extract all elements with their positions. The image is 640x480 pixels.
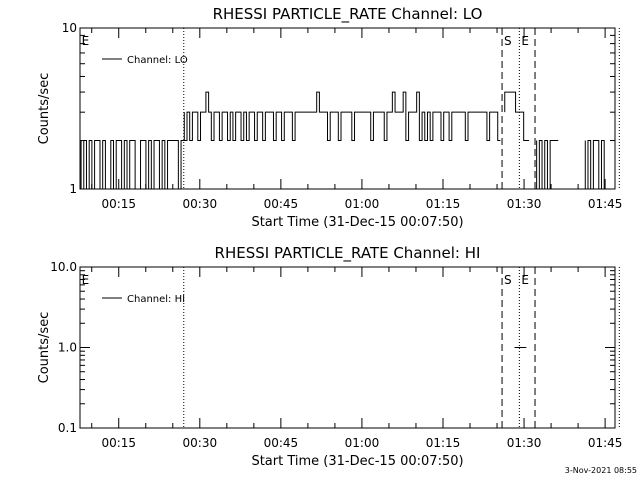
y-tick-label: 10 (62, 21, 77, 35)
marker-label: E (521, 273, 529, 287)
y-axis-label: Counts/sec (37, 73, 52, 145)
legend-label: Channel: LO (127, 55, 188, 66)
y-tick-label: 1 (69, 182, 77, 196)
y-axis-label: Counts/sec (37, 312, 52, 384)
marker-label: E (521, 34, 529, 48)
y-tick-label: 10.0 (50, 260, 77, 274)
x-tick-label: 01:15 (426, 436, 461, 450)
date-stamp: 3-Nov-2021 08:55 (565, 466, 637, 475)
x-tick-label: 01:30 (507, 436, 542, 450)
x-tick-label: 01:30 (507, 197, 542, 211)
marker-label: S (504, 273, 512, 287)
data-series-line (183, 91, 501, 142)
x-tick-label: 00:45 (264, 197, 299, 211)
marker-label: E (82, 273, 90, 287)
marker-label: S (504, 34, 512, 48)
x-tick-label: 00:30 (183, 197, 218, 211)
x-axis-label: Start Time (31-Dec-15 00:07:50) (251, 215, 463, 230)
data-series-line (504, 91, 530, 142)
x-axis-label: Start Time (31-Dec-15 00:07:50) (251, 454, 463, 469)
legend-label: Channel: HI (127, 294, 185, 305)
panel-lo: RHESSI PARTICLE_RATE Channel: LO Start Ti… (37, 5, 622, 230)
x-tick-label: 00:45 (264, 436, 299, 450)
y-tick-label: 0.1 (58, 421, 77, 435)
x-tick-label: 01:45 (588, 197, 623, 211)
x-tick-label: 01:15 (426, 197, 461, 211)
x-tick-label: 00:30 (183, 436, 218, 450)
x-tick-label: 01:00 (345, 436, 380, 450)
x-tick-label: 01:00 (345, 197, 380, 211)
data-series-line (584, 140, 607, 189)
chart-title: RHESSI PARTICLE_RATE Channel: LO (213, 5, 483, 24)
panel-hi: RHESSI PARTICLE_RATE Channel: HI Start Ti… (37, 244, 623, 469)
x-tick-label: 00:15 (101, 436, 136, 450)
plot-frame (79, 27, 616, 190)
y-tick-label: 1.0 (58, 341, 77, 355)
chart-title: RHESSI PARTICLE_RATE Channel: HI (215, 244, 481, 263)
data-series-line (536, 140, 559, 189)
data-series-line (80, 140, 184, 189)
x-tick-label: 01:45 (588, 436, 623, 450)
x-tick-label: 00:15 (101, 197, 136, 211)
marker-label: E (82, 34, 90, 48)
